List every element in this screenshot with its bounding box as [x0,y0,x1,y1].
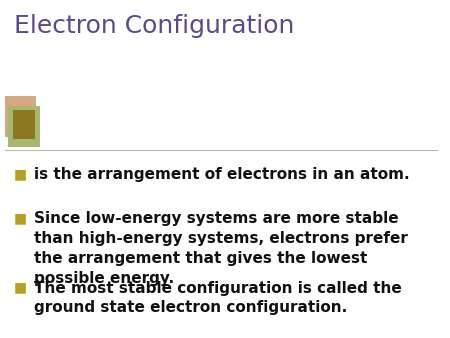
Bar [13,110,35,139]
Text: Electron Configuration: Electron Configuration [14,14,294,38]
Text: Since low-energy systems are more stable
than high-energy systems, electrons pre: Since low-energy systems are more stable… [34,211,408,286]
Bar [8,106,40,147]
Text: ■: ■ [14,167,27,181]
Text: is the arrangement of electrons in an atom.: is the arrangement of electrons in an at… [34,167,410,182]
Text: The most stable configuration is called the
ground state electron configuration.: The most stable configuration is called … [34,281,401,315]
Text: ■: ■ [14,281,27,294]
Bar [4,96,36,137]
Text: ■: ■ [14,211,27,225]
